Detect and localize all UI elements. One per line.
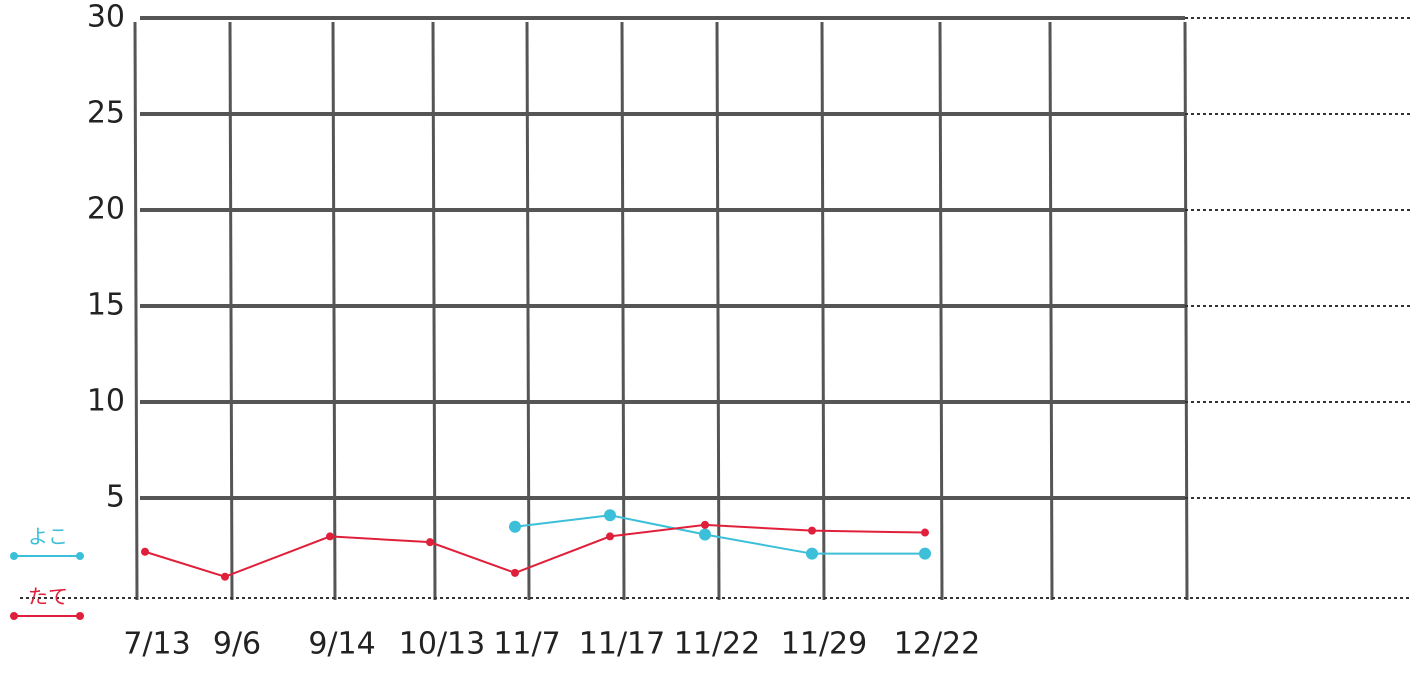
pencil-line bbox=[1048, 21, 1054, 601]
point bbox=[604, 509, 616, 522]
point bbox=[509, 520, 521, 533]
x-tick-label: 11/17 bbox=[579, 627, 665, 662]
pencil-line bbox=[620, 21, 626, 601]
x-tick-label: 11/7 bbox=[493, 627, 560, 662]
pencil-line bbox=[525, 21, 531, 601]
legend-label: よこ bbox=[28, 525, 68, 549]
x-tick-label: 9/14 bbox=[308, 627, 375, 662]
legend-dot bbox=[76, 612, 84, 620]
y-tick-label: 30 bbox=[87, 0, 125, 35]
legend-dot bbox=[76, 552, 84, 560]
x-tick-label: 9/6 bbox=[213, 627, 261, 662]
pencil-line bbox=[331, 21, 337, 601]
x-tick-label: 11/29 bbox=[781, 627, 867, 662]
x-tick-label: 10/13 bbox=[399, 627, 485, 662]
y-tick-label: 10 bbox=[87, 384, 125, 419]
x-tick-label: 7/13 bbox=[123, 627, 190, 662]
pencil-line bbox=[228, 21, 234, 601]
point bbox=[701, 520, 709, 529]
pencil-line bbox=[431, 21, 437, 601]
point bbox=[921, 528, 929, 537]
y-tick-label: 15 bbox=[87, 288, 125, 323]
point bbox=[326, 532, 334, 541]
pencil-line bbox=[1183, 21, 1189, 601]
point bbox=[919, 547, 931, 560]
y-tick-label: 20 bbox=[87, 192, 125, 227]
pencil-line bbox=[938, 21, 944, 601]
point bbox=[806, 547, 818, 560]
point bbox=[221, 572, 229, 581]
y-tick-label: 25 bbox=[87, 96, 125, 131]
point bbox=[426, 538, 434, 547]
point bbox=[808, 526, 816, 535]
x-tick-label: 12/22 bbox=[894, 627, 980, 662]
point bbox=[141, 547, 149, 556]
x-tick-label: 11/22 bbox=[674, 627, 760, 662]
pencil-line bbox=[820, 21, 826, 601]
pencil-line bbox=[715, 21, 721, 601]
point bbox=[511, 568, 519, 577]
legend-label: たて bbox=[28, 585, 68, 609]
y-tick-label: 5 bbox=[106, 480, 125, 515]
point bbox=[699, 528, 711, 541]
point bbox=[606, 532, 614, 541]
legend-dot bbox=[10, 552, 18, 560]
pencil-line bbox=[133, 21, 139, 601]
legend-dot bbox=[10, 612, 18, 620]
